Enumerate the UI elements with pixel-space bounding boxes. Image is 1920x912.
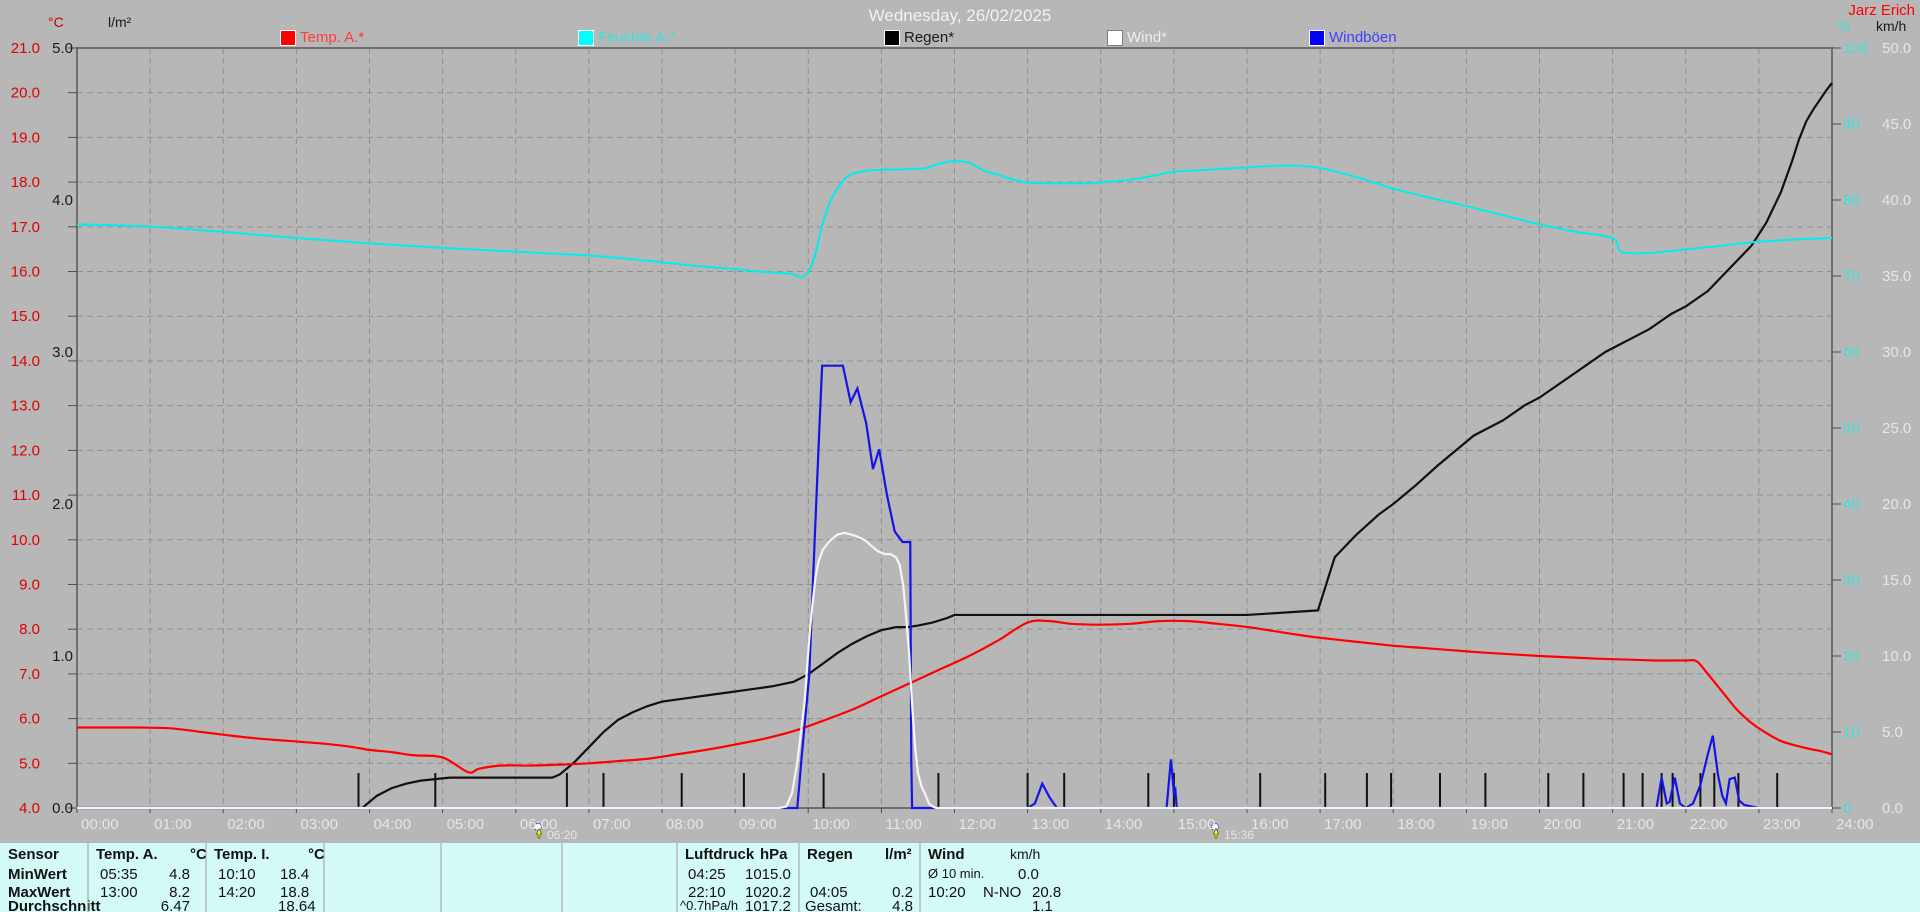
svg-text:50: 50	[1843, 420, 1860, 437]
svg-text:11:00: 11:00	[885, 816, 921, 833]
svg-text:40: 40	[1843, 496, 1860, 513]
svg-text:24:00: 24:00	[1836, 816, 1874, 833]
svg-text:15.0: 15.0	[1882, 572, 1911, 589]
svg-text:13:00: 13:00	[1032, 816, 1070, 833]
svg-text:100: 100	[1843, 40, 1868, 57]
svg-text:14.0: 14.0	[11, 353, 40, 370]
svg-text:11.0: 11.0	[12, 487, 40, 504]
svg-text:16.0: 16.0	[11, 264, 40, 281]
svg-text:23:00: 23:00	[1763, 816, 1801, 833]
svg-text:3.0: 3.0	[52, 344, 73, 361]
svg-text:19.0: 19.0	[11, 129, 40, 146]
svg-text:15.0: 15.0	[11, 308, 40, 325]
svg-text:08:00: 08:00	[666, 816, 704, 833]
svg-text:30: 30	[1843, 572, 1860, 589]
svg-text:09:00: 09:00	[739, 816, 777, 833]
svg-text:8.0: 8.0	[19, 621, 40, 638]
svg-text:15:36: 15:36	[1224, 828, 1254, 842]
svg-text:12:00: 12:00	[959, 816, 997, 833]
svg-text:1.0: 1.0	[52, 648, 73, 665]
svg-text:02:00: 02:00	[227, 816, 265, 833]
svg-text:10:00: 10:00	[812, 816, 850, 833]
svg-text:20.0: 20.0	[11, 85, 40, 102]
svg-text:16:00: 16:00	[1251, 816, 1289, 833]
svg-text:25.0: 25.0	[1882, 420, 1911, 437]
svg-text:90: 90	[1843, 116, 1860, 133]
svg-text:0.0: 0.0	[1882, 800, 1903, 817]
svg-text:30.0: 30.0	[1882, 344, 1911, 361]
svg-text:5.0: 5.0	[19, 755, 40, 772]
svg-text:15:00: 15:00	[1178, 816, 1216, 833]
svg-text:9.0: 9.0	[19, 577, 40, 594]
svg-text:13.0: 13.0	[11, 398, 40, 415]
svg-text:50.0: 50.0	[1882, 40, 1911, 57]
svg-text:07:00: 07:00	[593, 816, 631, 833]
svg-text:35.0: 35.0	[1882, 268, 1911, 285]
svg-text:10.0: 10.0	[11, 532, 40, 549]
svg-text:05:00: 05:00	[447, 816, 485, 833]
svg-text:22:00: 22:00	[1690, 816, 1728, 833]
svg-text:10.0: 10.0	[1882, 648, 1911, 665]
svg-text:17:00: 17:00	[1324, 816, 1362, 833]
svg-text:4.0: 4.0	[19, 800, 40, 817]
svg-text:5.0: 5.0	[52, 40, 73, 57]
svg-text:5.0: 5.0	[1882, 724, 1903, 741]
svg-text:10: 10	[1843, 724, 1860, 741]
svg-text:14:00: 14:00	[1105, 816, 1143, 833]
svg-text:18:00: 18:00	[1397, 816, 1435, 833]
svg-text:12.0: 12.0	[11, 442, 40, 459]
svg-text:03:00: 03:00	[300, 816, 338, 833]
svg-text:60: 60	[1843, 344, 1860, 361]
svg-text:06:00: 06:00	[520, 816, 558, 833]
svg-text:20.0: 20.0	[1882, 496, 1911, 513]
svg-text:18.0: 18.0	[11, 174, 40, 191]
svg-text:20:00: 20:00	[1544, 816, 1582, 833]
svg-text:01:00: 01:00	[154, 816, 192, 833]
svg-text:40.0: 40.0	[1882, 192, 1911, 209]
svg-text:17.0: 17.0	[11, 219, 40, 236]
svg-text:70: 70	[1843, 268, 1860, 285]
svg-text:0.0: 0.0	[52, 800, 73, 817]
svg-text:2.0: 2.0	[52, 496, 73, 513]
svg-text:04:00: 04:00	[374, 816, 412, 833]
svg-text:19:00: 19:00	[1470, 816, 1508, 833]
svg-text:21.0: 21.0	[11, 40, 40, 57]
svg-text:4.0: 4.0	[52, 192, 73, 209]
svg-text:0: 0	[1843, 800, 1851, 817]
svg-text:00:00: 00:00	[81, 816, 119, 833]
svg-text:45.0: 45.0	[1882, 116, 1911, 133]
svg-text:20: 20	[1843, 648, 1860, 665]
svg-text:6.0: 6.0	[19, 711, 40, 728]
svg-text:21:00: 21:00	[1617, 816, 1655, 833]
svg-text:7.0: 7.0	[19, 666, 40, 683]
svg-text:80: 80	[1843, 192, 1860, 209]
